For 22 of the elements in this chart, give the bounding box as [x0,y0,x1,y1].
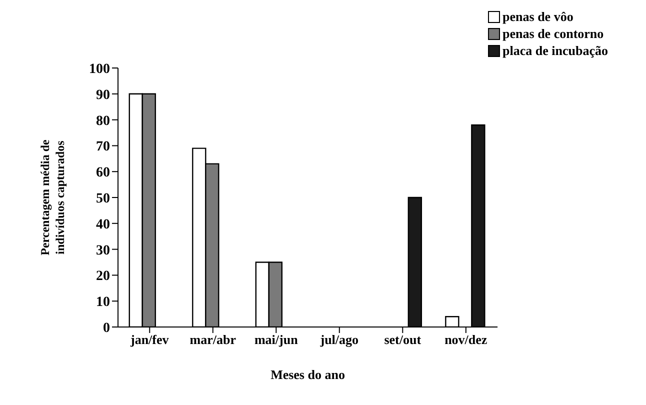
y-tick-label: 0 [103,320,110,336]
x-tick-label: jan/fev [129,332,170,348]
y-axis-title: Percentagem média de indivíduos capturados [38,138,67,256]
x-tick-label: jul/ago [319,332,359,348]
x-tick-label: mai/jun [254,332,299,348]
legend-label: penas de contorno [502,26,604,42]
y-tick-label: 40 [96,217,110,232]
y-tick-label: 50 [96,191,110,206]
legend-label: placa de incubação [502,42,608,58]
y-tick-label: 60 [96,166,110,181]
y-tick-label: 90 [96,88,110,103]
y-tick-label: 20 [96,269,110,284]
x-tick-label: set/out [384,332,422,348]
y-tick-label: 100 [89,62,110,77]
x-tick-label: nov/dez [444,332,488,348]
x-axis-title: Meses do ano [270,367,345,382]
legend-label: penas de vôo [502,8,574,24]
y-tick-label: 70 [96,140,110,155]
y-tick-label: 80 [96,114,110,129]
y-tick-label: 30 [96,243,110,258]
y-tick-label: 10 [96,295,110,310]
x-tick-label: mar/abr [190,332,236,348]
